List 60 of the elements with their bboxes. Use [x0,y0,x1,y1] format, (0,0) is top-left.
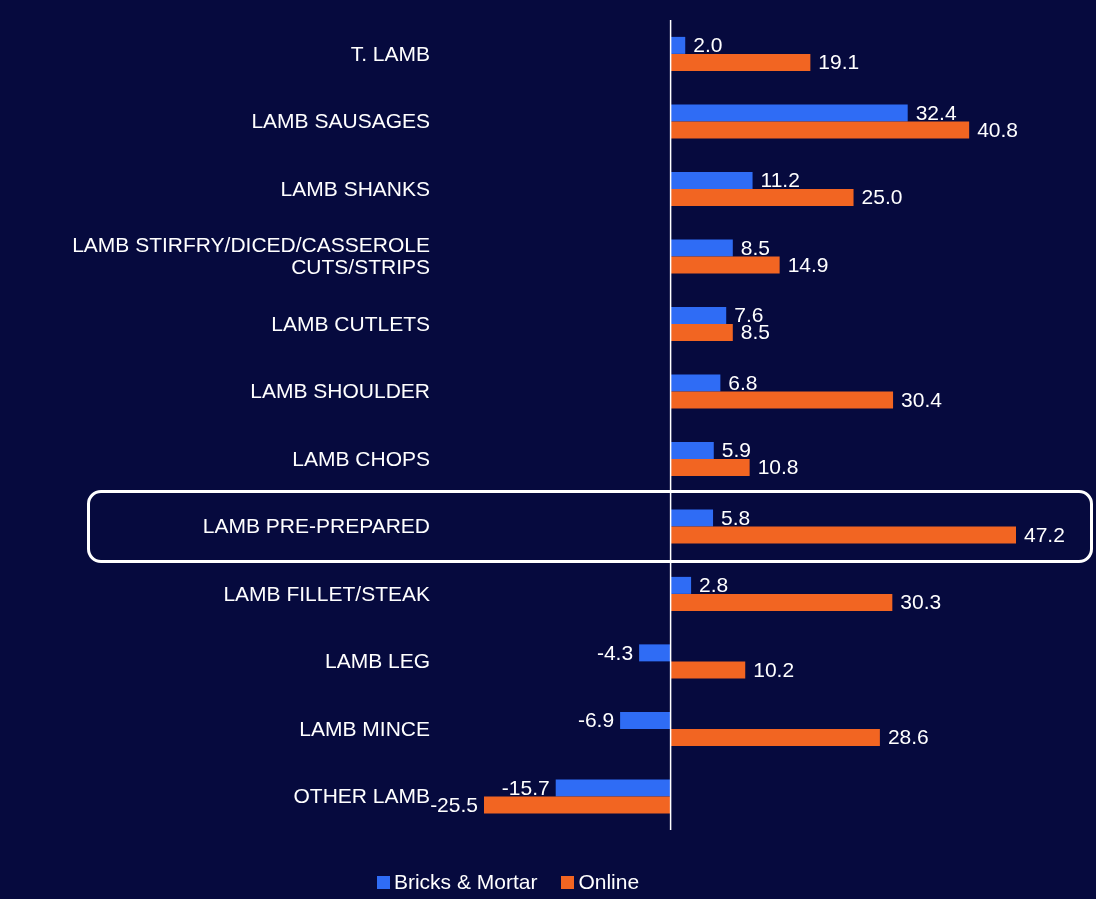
bar [484,796,671,814]
bar [670,593,893,611]
bar [670,121,970,139]
y-tick-label: LAMB CHOPS [292,446,430,470]
y-tick-label: OTHER LAMB [293,784,430,808]
data-label: 40.8 [977,117,1019,141]
data-label: -25.5 [430,792,478,816]
bar [670,188,854,206]
data-label: 30.4 [901,387,943,411]
bar [670,239,733,257]
bar [670,374,721,392]
data-label: 32.4 [915,100,957,124]
bar [670,53,811,71]
y-tick-label: LAMB PRE-PREPARED [202,514,430,538]
bar [670,728,880,746]
y-tick-label: LAMB SHOULDER [250,379,430,403]
bar [639,644,671,662]
bar [620,711,671,729]
y-tick-label: LAMB STIRFRY/DICED/CASSEROLE CUTS/STRIPS [72,233,430,279]
data-label: 2.8 [699,573,729,597]
bar [670,526,1016,544]
data-label: 5.9 [721,438,751,462]
data-label: 25.0 [861,185,903,209]
y-tick-label: LAMB FILLET/STEAK [223,581,430,605]
bar [670,323,733,341]
bar [670,306,727,324]
bar [670,458,750,476]
data-label: 2.0 [693,33,723,57]
data-label: -4.3 [596,640,634,664]
legend-label: Online [577,870,640,894]
bar [670,36,686,54]
data-label: 11.2 [760,168,800,192]
bar [670,104,908,122]
data-label: 5.8 [721,505,751,529]
bar [670,256,780,274]
data-label: 6.8 [728,370,758,394]
y-tick-label: T. LAMB [350,41,430,65]
bar [555,779,671,797]
bar [670,661,746,679]
data-label: -6.9 [577,708,615,732]
data-label: 8.5 [740,235,771,259]
data-label: 10.2 [753,657,795,681]
y-tick-label: LAMB CUTLETS [271,311,430,335]
bar [670,171,753,189]
data-label: 30.3 [900,590,942,614]
bar [670,441,714,459]
data-label: 47.2 [1024,522,1065,546]
bar [670,391,894,409]
y-tick-label: LAMB MINCE [299,716,430,740]
y-tick-label: LAMB SAUSAGES [251,109,430,133]
bar [670,509,714,527]
legend-label: Bricks & Mortar [392,870,538,894]
data-label: 10.8 [757,455,799,479]
bar [670,576,692,594]
data-label: 28.6 [887,725,929,749]
data-label: 14.9 [787,252,829,276]
y-tick-label: LAMB LEG [324,649,430,673]
data-label: 19.1 [818,50,860,74]
y-tick-label: LAMB SHANKS [280,176,430,200]
data-label: -15.7 [501,775,550,799]
